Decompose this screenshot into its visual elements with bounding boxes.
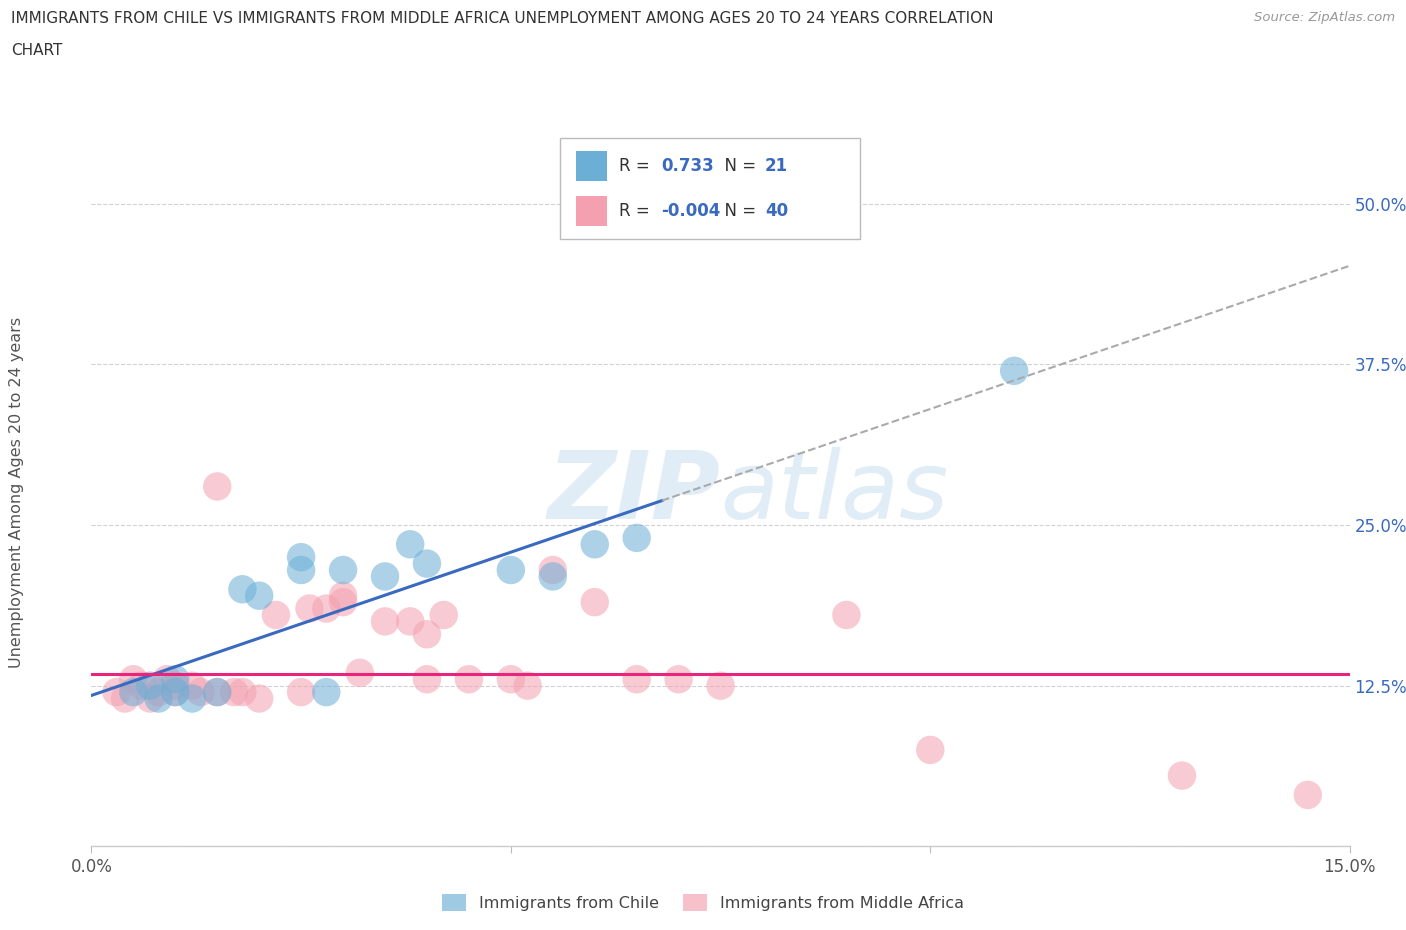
Point bbox=[148, 691, 170, 706]
Point bbox=[148, 684, 170, 699]
Text: -0.004: -0.004 bbox=[661, 202, 720, 219]
Point bbox=[139, 691, 162, 706]
Point bbox=[626, 671, 648, 686]
Point bbox=[920, 742, 942, 757]
Text: 40: 40 bbox=[765, 202, 787, 219]
Point bbox=[290, 563, 312, 578]
Point bbox=[583, 537, 606, 551]
Point bbox=[416, 556, 439, 571]
Text: ZIP: ZIP bbox=[548, 447, 720, 538]
Text: IMMIGRANTS FROM CHILE VS IMMIGRANTS FROM MIDDLE AFRICA UNEMPLOYMENT AMONG AGES 2: IMMIGRANTS FROM CHILE VS IMMIGRANTS FROM… bbox=[11, 11, 994, 26]
Point bbox=[290, 550, 312, 565]
Point bbox=[165, 671, 187, 686]
Text: 21: 21 bbox=[765, 157, 787, 175]
Point bbox=[165, 684, 187, 699]
Point bbox=[290, 684, 312, 699]
Point bbox=[541, 563, 564, 578]
Point bbox=[105, 684, 128, 699]
Point bbox=[332, 589, 354, 604]
Legend: Immigrants from Chile, Immigrants from Middle Africa: Immigrants from Chile, Immigrants from M… bbox=[436, 888, 970, 917]
Point bbox=[315, 684, 337, 699]
Point bbox=[205, 684, 228, 699]
Text: R =: R = bbox=[619, 157, 655, 175]
Point bbox=[264, 607, 287, 622]
Point bbox=[374, 614, 396, 629]
Point bbox=[399, 537, 422, 551]
Point bbox=[457, 671, 479, 686]
Point bbox=[332, 563, 354, 578]
Point bbox=[374, 569, 396, 584]
Point bbox=[499, 563, 522, 578]
Text: CHART: CHART bbox=[11, 43, 63, 58]
Point bbox=[332, 594, 354, 609]
Point bbox=[122, 684, 145, 699]
Point bbox=[315, 601, 337, 616]
Point bbox=[165, 678, 187, 693]
Point bbox=[835, 607, 858, 622]
Point bbox=[668, 671, 690, 686]
Point bbox=[298, 601, 321, 616]
Text: Unemployment Among Ages 20 to 24 years: Unemployment Among Ages 20 to 24 years bbox=[10, 317, 24, 669]
Point bbox=[181, 691, 204, 706]
Point bbox=[1296, 788, 1319, 803]
Point bbox=[231, 582, 253, 597]
Point bbox=[190, 684, 212, 699]
Text: R =: R = bbox=[619, 202, 655, 219]
Point bbox=[139, 678, 162, 693]
Point bbox=[709, 678, 731, 693]
Point bbox=[399, 614, 422, 629]
Point bbox=[247, 589, 270, 604]
Point bbox=[433, 607, 456, 622]
Point bbox=[516, 678, 538, 693]
Point bbox=[416, 627, 439, 642]
Point bbox=[349, 665, 371, 680]
Point bbox=[231, 684, 253, 699]
Point bbox=[122, 671, 145, 686]
Text: 0.733: 0.733 bbox=[661, 157, 714, 175]
Point bbox=[626, 530, 648, 545]
Point bbox=[165, 684, 187, 699]
Point bbox=[583, 594, 606, 609]
Point bbox=[114, 691, 136, 706]
Point bbox=[1002, 364, 1025, 379]
Point bbox=[541, 569, 564, 584]
Text: N =: N = bbox=[714, 202, 762, 219]
Point bbox=[131, 678, 153, 693]
Point bbox=[416, 671, 439, 686]
Point bbox=[1171, 768, 1194, 783]
Text: Source: ZipAtlas.com: Source: ZipAtlas.com bbox=[1254, 11, 1395, 24]
Point bbox=[156, 671, 179, 686]
Point bbox=[247, 691, 270, 706]
Point bbox=[205, 684, 228, 699]
Point bbox=[205, 479, 228, 494]
Point bbox=[499, 671, 522, 686]
Text: N =: N = bbox=[714, 157, 762, 175]
Text: atlas: atlas bbox=[720, 447, 949, 538]
Point bbox=[181, 678, 204, 693]
Point bbox=[222, 684, 245, 699]
